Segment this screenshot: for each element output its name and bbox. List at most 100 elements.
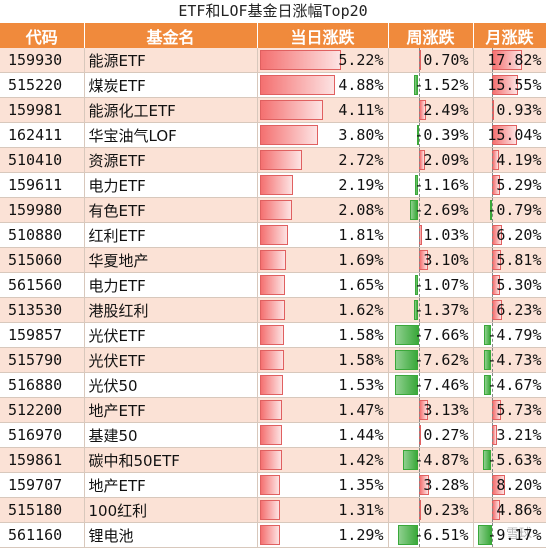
week-change-value: -6.51%: [414, 526, 469, 544]
week-change-bar: [395, 375, 419, 395]
table-row[interactable]: 159980 有色ETF 2.08% -2.69% -0.79%: [0, 197, 546, 223]
month-change-value: 4.86%: [496, 501, 542, 519]
fund-code: 516880: [0, 372, 85, 398]
month-change-cell: 15.04%: [473, 122, 546, 148]
day-change-bar: [259, 525, 280, 545]
week-change-bar: [394, 325, 419, 345]
week-axis-line: [418, 198, 420, 222]
fund-name: 锂电池: [84, 522, 258, 548]
table-row[interactable]: 516880 光伏50 1.53% -7.46% -4.67%: [0, 372, 546, 398]
month-axis-line: [491, 73, 493, 97]
table-row[interactable]: 515180 100红利 1.31% 0.23% 4.86%: [0, 497, 546, 523]
table-row[interactable]: 159861 碳中和50ETF 1.42% -4.87% -5.63%: [0, 447, 546, 473]
month-change-cell: 5.30%: [473, 272, 546, 298]
month-change-cell: 4.19%: [473, 147, 546, 173]
month-change-value: 4.19%: [496, 151, 542, 169]
week-change-cell: -1.52%: [388, 72, 474, 98]
week-axis-line: [418, 273, 420, 297]
fund-name: 光伏50: [84, 372, 258, 398]
header-name[interactable]: 基金名: [84, 23, 258, 48]
month-axis-line: [491, 148, 493, 172]
header-month-change[interactable]: 月涨跌: [473, 23, 546, 48]
week-axis-line: [418, 323, 420, 347]
month-axis-line: [491, 123, 493, 147]
table-row[interactable]: 159981 能源化工ETF 4.11% 2.49% 0.93%: [0, 97, 546, 123]
table-row[interactable]: 510410 资源ETF 2.72% 2.09% 4.19%: [0, 147, 546, 173]
table-row[interactable]: 561560 电力ETF 1.65% -1.07% 5.30%: [0, 272, 546, 298]
week-change-cell: -4.87%: [388, 447, 474, 473]
fund-name: 红利ETF: [84, 222, 258, 248]
table-row[interactable]: 515790 光伏ETF 1.58% -7.62% -4.73%: [0, 347, 546, 373]
month-change-bar: [477, 525, 492, 545]
month-change-cell: 3.21%: [473, 422, 546, 448]
week-axis-line: [418, 498, 420, 522]
table-row[interactable]: 513530 港股红利 1.62% -1.37% 6.23%: [0, 297, 546, 323]
day-change-value: 1.62%: [338, 301, 384, 319]
month-change-cell: -5.63%: [473, 447, 546, 473]
month-change-cell: 17.82%: [473, 48, 546, 73]
week-change-bar: [398, 525, 419, 545]
table-row[interactable]: 561160 锂电池 1.29% -6.51% -9.17%: [0, 522, 546, 548]
table-body: 159930 能源ETF 5.22% 0.70% 17.82% 515220 煤炭ETF 4.…: [0, 48, 546, 548]
header-week-change[interactable]: 周涨跌: [388, 23, 474, 48]
day-change-value: 1.65%: [338, 276, 384, 294]
month-axis-line: [491, 98, 493, 122]
table-row[interactable]: 512200 地产ETF 1.47% 3.13% 5.73%: [0, 397, 546, 423]
table-row[interactable]: 515060 华夏地产 1.69% 3.10% 5.81%: [0, 247, 546, 273]
week-change-value: 2.49%: [423, 101, 469, 119]
fund-name: 基建50: [84, 422, 258, 448]
month-change-bar: [484, 375, 492, 395]
day-change-cell: 1.81%: [257, 222, 389, 248]
table-row[interactable]: 515220 煤炭ETF 4.88% -1.52% 15.55%: [0, 72, 546, 98]
week-change-cell: 2.09%: [388, 147, 474, 173]
week-axis-line: [418, 48, 420, 72]
week-change-value: -1.16%: [414, 176, 469, 194]
table-row[interactable]: 159930 能源ETF 5.22% 0.70% 17.82%: [0, 48, 546, 73]
day-change-cell: 1.62%: [257, 297, 389, 323]
month-change-bar: [482, 450, 492, 470]
month-axis-line: [491, 248, 493, 272]
table-row[interactable]: 516970 基建50 1.44% 0.27% 3.21%: [0, 422, 546, 448]
week-axis-line: [418, 373, 420, 397]
fund-code: 159611: [0, 172, 85, 198]
day-change-value: 2.19%: [338, 176, 384, 194]
week-change-value: -1.07%: [414, 276, 469, 294]
month-change-value: 3.21%: [496, 426, 542, 444]
month-change-cell: 8.20%: [473, 472, 546, 498]
table-row[interactable]: 159707 地产ETF 1.35% 3.28% 8.20%: [0, 472, 546, 498]
day-change-value: 1.44%: [338, 426, 384, 444]
day-change-bar: [259, 225, 288, 245]
month-change-value: -0.79%: [487, 201, 542, 219]
day-change-bar: [259, 400, 283, 420]
week-change-value: -7.66%: [414, 326, 469, 344]
month-change-cell: 6.23%: [473, 297, 546, 323]
day-change-cell: 3.80%: [257, 122, 389, 148]
month-change-value: 6.20%: [496, 226, 542, 244]
month-change-cell: -4.67%: [473, 372, 546, 398]
day-change-value: 5.22%: [338, 51, 384, 69]
week-change-cell: 0.27%: [388, 422, 474, 448]
table-row[interactable]: 159611 电力ETF 2.19% -1.16% 5.29%: [0, 172, 546, 198]
week-change-value: -0.39%: [414, 126, 469, 144]
week-change-value: 0.23%: [423, 501, 469, 519]
day-change-cell: 1.31%: [257, 497, 389, 523]
fund-name: 港股红利: [84, 297, 258, 323]
week-axis-line: [418, 148, 420, 172]
day-change-value: 3.80%: [338, 126, 384, 144]
week-change-bar: [416, 125, 419, 145]
day-change-cell: 1.44%: [257, 422, 389, 448]
week-change-cell: -6.51%: [388, 522, 474, 548]
table-row[interactable]: 162411 华宝油气LOF 3.80% -0.39% 15.04%: [0, 122, 546, 148]
month-change-bar: [489, 200, 492, 220]
header-day-change[interactable]: 当日涨跌: [257, 23, 389, 48]
month-axis-line: [491, 323, 493, 347]
table-row[interactable]: 159857 光伏ETF 1.58% -7.66% -4.79%: [0, 322, 546, 348]
table-row[interactable]: 510880 红利ETF 1.81% 1.03% 6.20%: [0, 222, 546, 248]
week-axis-line: [418, 298, 420, 322]
month-change-value: 15.04%: [487, 126, 542, 144]
day-change-bar: [259, 425, 282, 445]
fund-code: 159980: [0, 197, 85, 223]
header-code[interactable]: 代码: [0, 23, 85, 48]
week-change-bar: [415, 275, 419, 295]
day-change-value: 1.58%: [338, 326, 384, 344]
